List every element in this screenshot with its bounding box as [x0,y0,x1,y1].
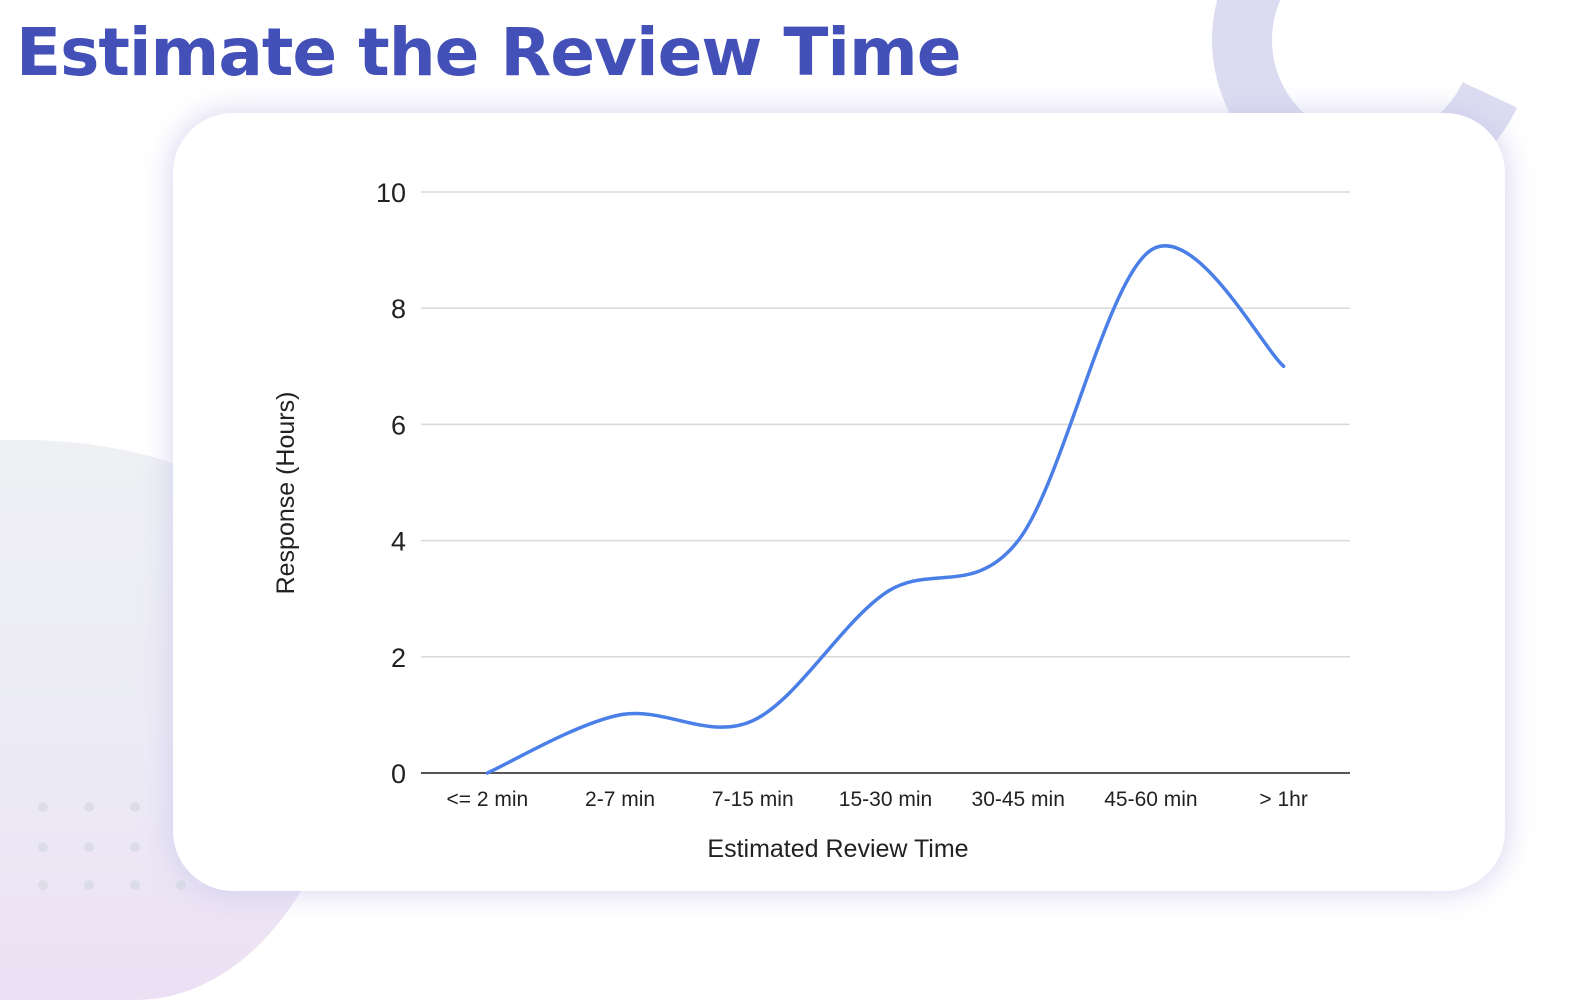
y-axis-ticks: 0 2 4 6 8 10 [376,178,406,789]
y-tick-label: 6 [391,410,406,440]
x-category-label: 30-45 min [972,788,1065,811]
x-category-label: 45-60 min [1104,788,1197,811]
line-chart: 0 2 4 6 8 10 <= 2 min 2-7 min 7-15 min 15-30 min… [272,178,1350,863]
chart-card [173,113,1505,891]
background-dot-pattern [0,800,200,910]
gridlines [421,191,1350,658]
series-line [485,244,1286,775]
x-category-label: <= 2 min [446,788,528,811]
y-tick-label: 2 [391,643,406,673]
y-tick-label: 4 [391,527,406,557]
x-axis-title: Estimated Review Time [707,835,968,863]
slide-title: Estimate the Review Time [16,14,962,91]
y-axis-title: Response (Hours) [272,392,300,595]
x-axis-categories: <= 2 min 2-7 min 7-15 min 15-30 min 30-45 mi… [446,788,1307,811]
x-category-label: 2-7 min [585,788,655,811]
x-category-label: > 1hr [1259,788,1307,811]
y-tick-label: 10 [376,178,406,208]
y-tick-label: 8 [391,294,406,324]
x-category-label: 7-15 min [712,788,794,811]
background-mask [1530,0,1592,100]
y-tick-label: 0 [391,759,406,789]
x-category-label: 15-30 min [839,788,932,811]
